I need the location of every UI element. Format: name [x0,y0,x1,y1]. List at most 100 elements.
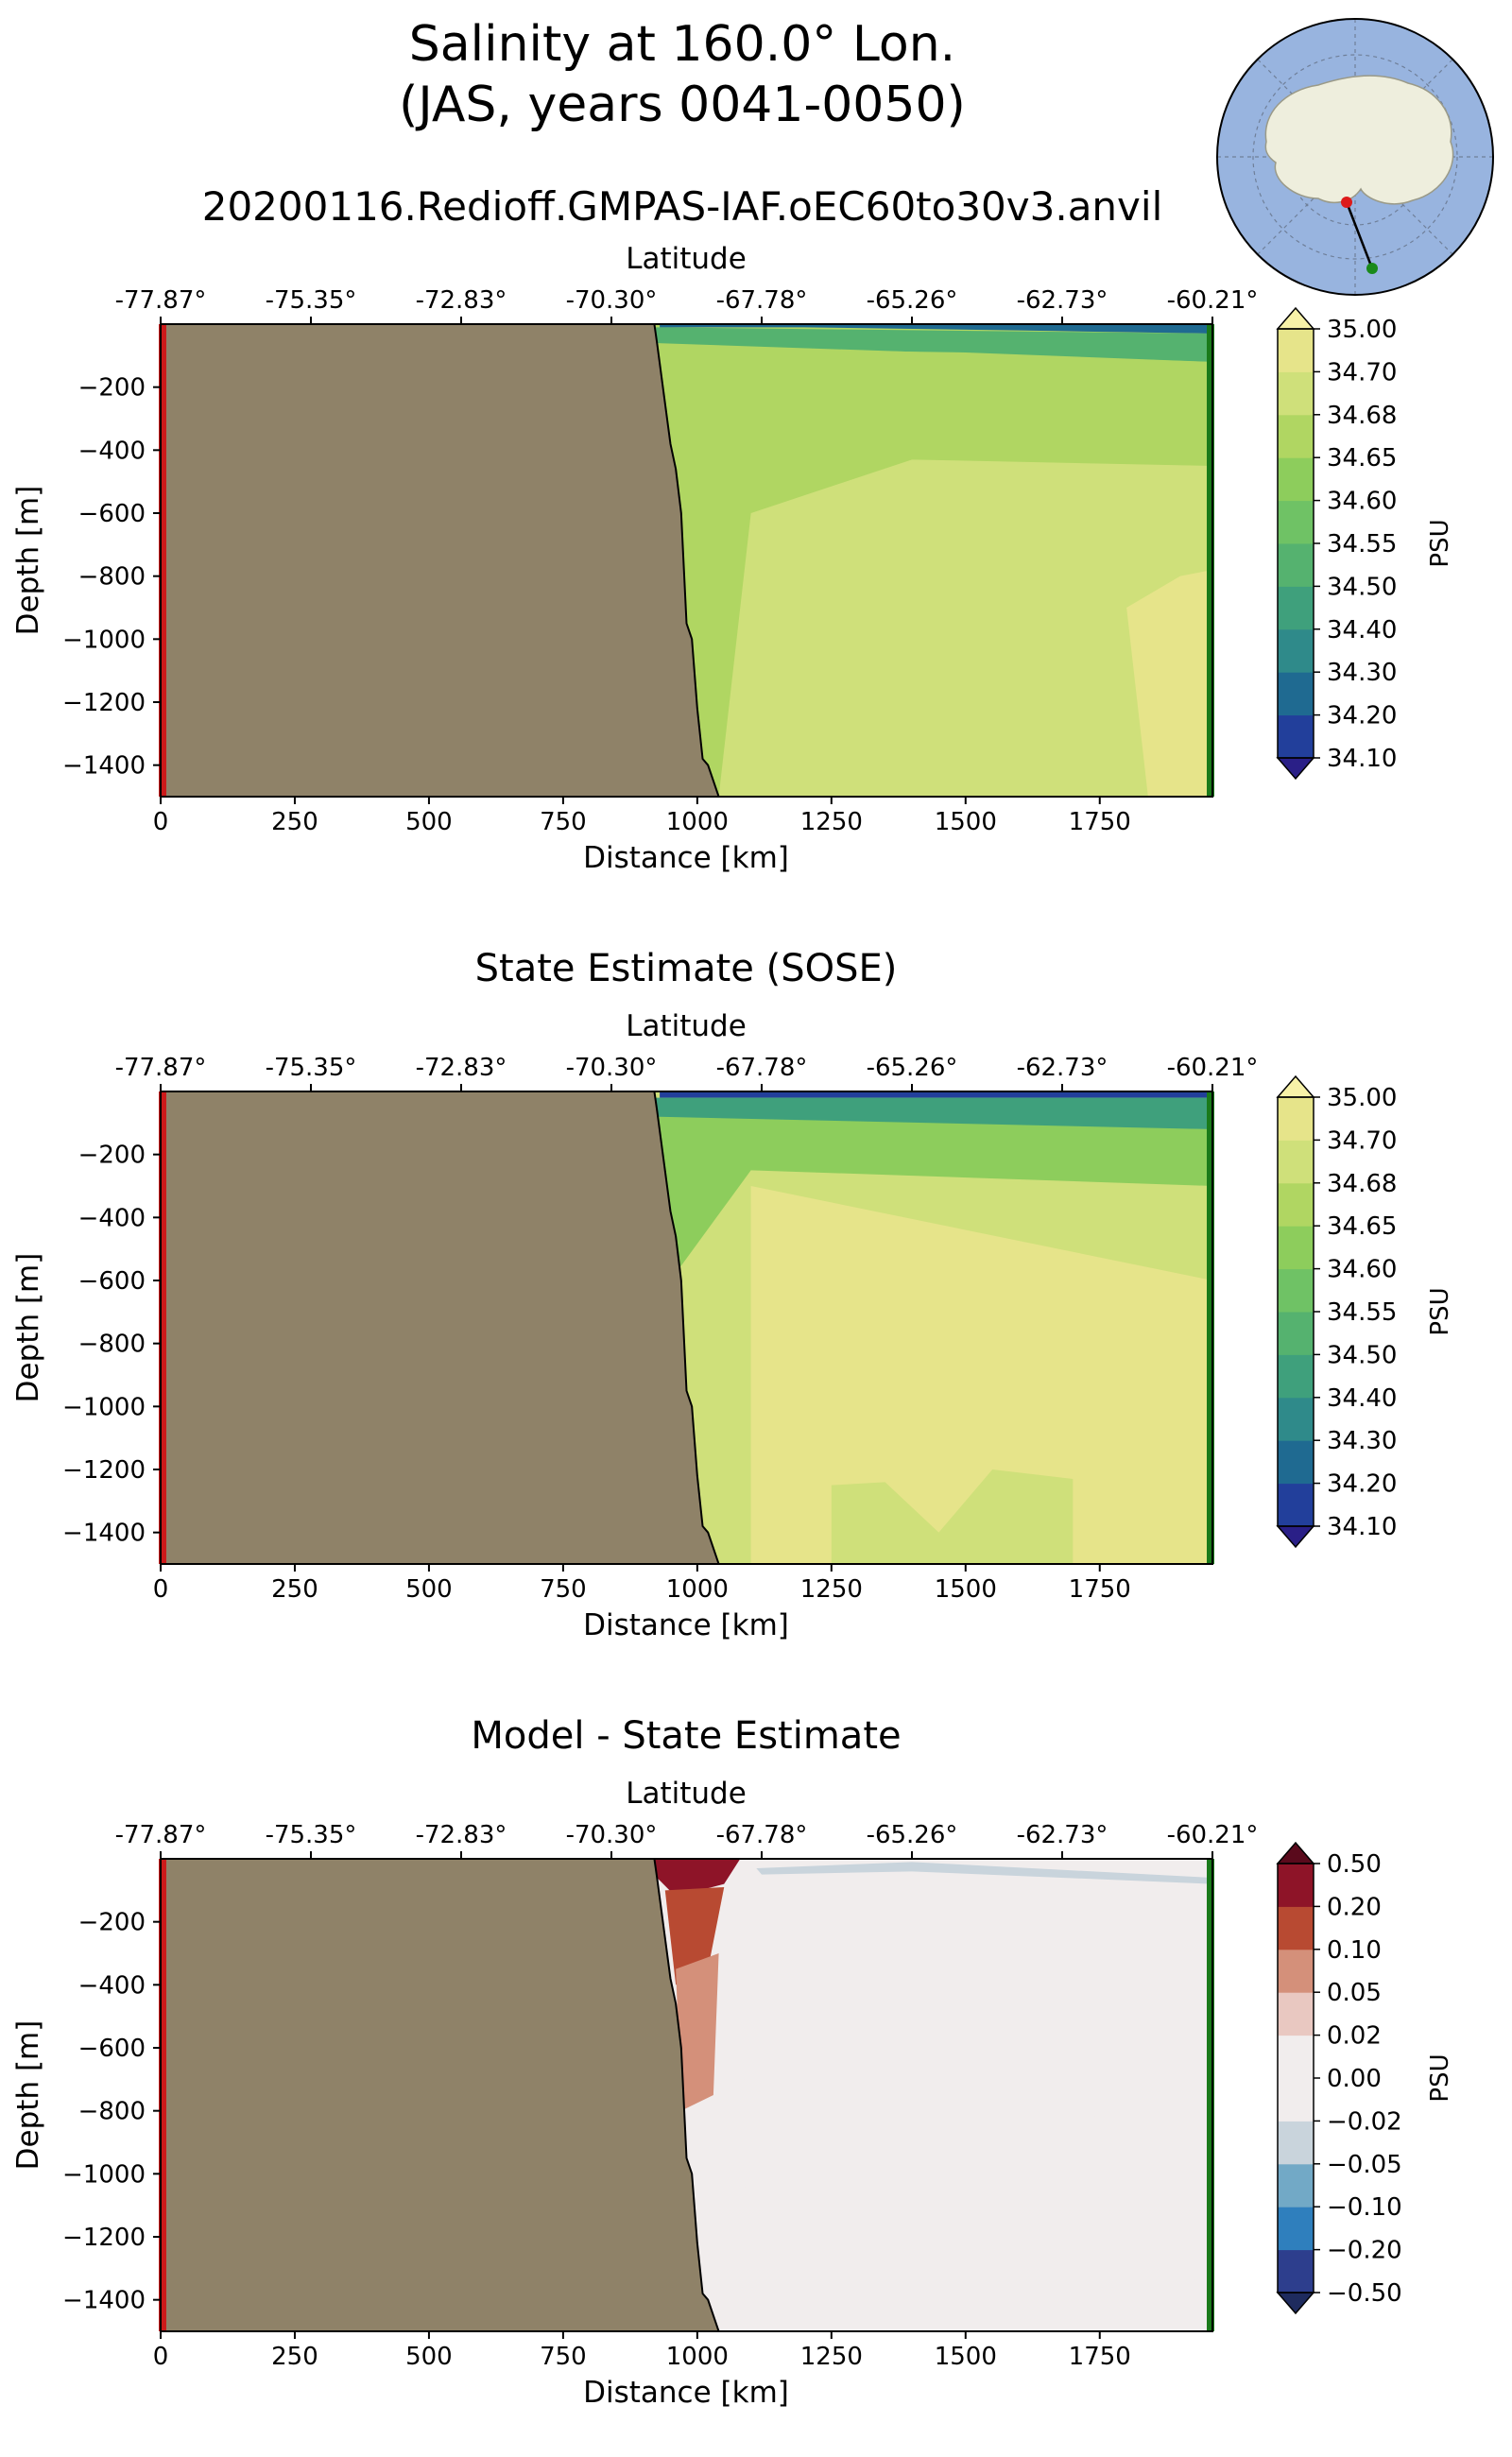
colorbar-tick-label: 0.00 [1327,2065,1382,2093]
colorbar-band [1278,586,1314,630]
lat-tick-label: -65.26° [867,286,958,315]
colorbar-tick-label: 35.00 [1327,1084,1397,1112]
colorbar-label: PSU [1426,2053,1454,2102]
x-tick-label: 0 [153,2343,169,2371]
contour-region-34.10 [660,1091,1212,1098]
colorbar-band [1278,2249,1314,2294]
x-tick-label: 750 [540,2343,587,2371]
antarctica-shape [1264,75,1454,205]
y-axis-label: Depth [m] [11,1253,45,1403]
colorbar-tick-label: 0.02 [1327,2022,1382,2051]
run-name: 20200116.Redioff.GMPAS-IAF.oEC60to30v3.a… [202,183,1163,230]
inset-map [1216,18,1494,296]
lat-tick-label: -60.21° [1167,1054,1259,1082]
y-tick-label: −1000 [62,2160,146,2189]
x-tick-label: 250 [271,808,318,836]
colorbar-band [1278,1864,1314,1907]
contour-region-34.50 [654,327,1212,362]
x-tick-label: 1000 [666,808,729,836]
plot-frame [160,1858,1213,2332]
colorbar-extend-max [1276,306,1315,330]
colorbar-tick-label: 34.68 [1327,402,1397,430]
lat-tick-label: -77.87° [115,1054,207,1082]
y-tick-label: −800 [78,563,146,592]
colorbar-tick-label: 34.68 [1327,1170,1397,1198]
colorbar-tick-label: 34.50 [1327,573,1397,601]
lat-tick-label: -70.30° [566,1821,658,1849]
transect-end-marker [1366,263,1378,274]
contour-region-34.60 [654,1116,1212,1280]
colorbar-tick-label: 34.55 [1327,1298,1397,1327]
contour-region-−0.02 [1094,2048,1212,2331]
x-tick-label: 500 [405,808,453,836]
lat-tick-label: -75.35° [266,1821,357,1849]
contour-region-−0.02 [740,1921,859,2331]
x-tick-label: 1250 [800,808,863,836]
colorbar-tick-label: 0.50 [1327,1850,1382,1879]
x-tick-label: 0 [153,1575,169,1604]
contour-region-34.68 [831,1469,1074,1564]
colorbar-tick-label: 34.30 [1327,659,1397,687]
colorbar-band [1278,1440,1314,1485]
lat-tick-label: -75.35° [266,286,357,315]
panel-2: State Estimate (SOSE) 0 250 500 750 1000 1250 1… [11,947,1454,1642]
colorbar-band [1278,1397,1314,1441]
lat-tick-label: -65.26° [867,1054,958,1082]
land-mask [161,324,720,797]
lat-tick-label: -77.87° [115,1821,207,1849]
transect-start-bar [159,324,166,797]
colorbar-tick-label: 34.30 [1327,1427,1397,1455]
y-axis-label: Depth [m] [11,2020,45,2171]
lat-tick-label: -72.83° [416,286,507,315]
top-axis-label: Latitude [626,1777,747,1811]
lat-tick-label: -62.73° [1017,1821,1108,1849]
lat-tick-label: -62.73° [1017,1054,1108,1082]
lat-tick-label: -70.30° [566,1054,658,1082]
lat-tick-label: -62.73° [1017,286,1108,315]
colorbar-band [1278,2078,1314,2122]
map-border [1216,18,1494,296]
y-tick-label: −1400 [62,752,146,781]
x-tick-label: 500 [405,1575,453,1604]
colorbar-tick-label: 34.65 [1327,444,1397,472]
transect-end-bar [1207,1859,1214,2331]
colorbar-band [1278,2035,1314,2079]
y-tick-label: −1200 [62,1456,146,1485]
colorbar-band [1278,1483,1314,1527]
x-tick-label: 0 [153,808,169,836]
transect-start-marker [1341,197,1352,208]
lat-tick-label: -67.78° [716,1054,808,1082]
colorbar-tick-label: −0.10 [1327,2193,1402,2222]
lat-tick-label: -75.35° [266,1054,357,1082]
colorbar-tick-label: 34.50 [1327,1341,1397,1369]
contour-region-−0.05 [756,1862,1212,1884]
colorbar-tick-label: 34.55 [1327,530,1397,558]
lat-tick-label: -60.21° [1167,286,1259,315]
transect-start-bar [159,1091,166,1564]
lat-tick-label: -67.78° [716,286,808,315]
x-tick-label: 1500 [935,1575,997,1604]
colorbar-tick-label: 34.10 [1327,745,1397,773]
colorbar-band [1278,2207,1314,2251]
panels: 0 250 500 750 1000 1250 1500 1750 Distance [km] -… [11,242,1454,2410]
colorbar-band [1278,2163,1314,2208]
colorbar-tick-label: 34.70 [1327,1126,1397,1155]
colorbar-label: PSU [1426,519,1454,567]
field [161,1091,1212,1564]
colorbar-band [1278,500,1314,544]
colorbar-band [1278,672,1314,716]
x-tick-label: 1500 [935,2343,997,2371]
x-tick-label: 250 [271,1575,318,1604]
lat-tick-label: -77.87° [115,286,207,315]
x-tick-label: 1250 [800,2343,863,2371]
colorbar-extend-min [1276,1525,1315,1549]
y-tick-label: −1000 [62,626,146,654]
y-tick-label: −1400 [62,1520,146,1548]
y-tick-label: −800 [78,1331,146,1359]
x-axis-label: Distance [km] [583,841,789,875]
contour-region-34.65 [654,343,1212,545]
colorbar-band [1278,329,1314,372]
colorbar-label: PSU [1426,1287,1454,1335]
y-tick-label: −400 [78,1971,146,2000]
colorbar-band [1278,457,1314,502]
